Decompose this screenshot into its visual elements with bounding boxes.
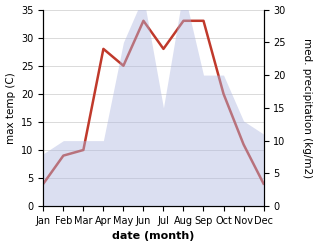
Y-axis label: max temp (C): max temp (C): [5, 72, 16, 144]
X-axis label: date (month): date (month): [112, 231, 195, 242]
Y-axis label: med. precipitation (kg/m2): med. precipitation (kg/m2): [302, 38, 313, 178]
